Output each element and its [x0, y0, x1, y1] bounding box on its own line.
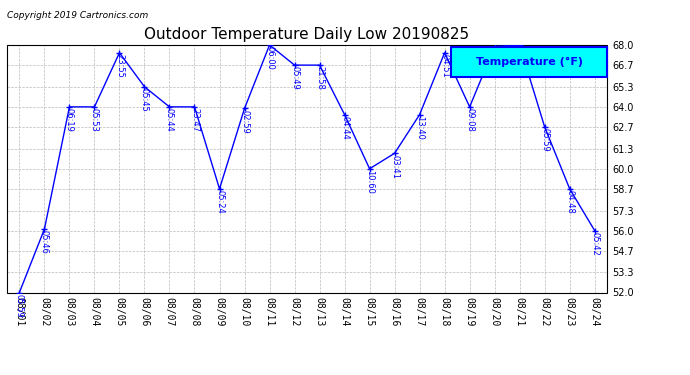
Text: 04:48: 04:48 — [565, 190, 574, 214]
Title: Outdoor Temperature Daily Low 20190825: Outdoor Temperature Daily Low 20190825 — [144, 27, 470, 42]
Text: 05:24: 05:24 — [215, 190, 224, 214]
Text: 04:44: 04:44 — [340, 116, 349, 140]
Text: 06:00: 06:00 — [265, 46, 274, 70]
Text: 03:41: 03:41 — [390, 154, 399, 178]
Text: 05:53: 05:53 — [90, 108, 99, 132]
Text: 09:08: 09:08 — [465, 108, 474, 132]
Text: Copyright 2019 Cartronics.com: Copyright 2019 Cartronics.com — [7, 11, 148, 20]
Text: Temperature (°F): Temperature (°F) — [475, 57, 582, 68]
Text: 21:58: 21:58 — [315, 66, 324, 90]
Text: 05:45: 05:45 — [140, 88, 149, 112]
Text: 10:60: 10:60 — [365, 170, 374, 194]
Text: 06:22: 06:22 — [490, 48, 499, 72]
Text: 05:46: 05:46 — [40, 231, 49, 254]
Text: 23:47: 23:47 — [190, 108, 199, 132]
Text: 05:42: 05:42 — [590, 232, 599, 256]
Text: 05:49: 05:49 — [290, 66, 299, 90]
Text: 04:51: 04:51 — [440, 54, 449, 78]
Text: 02:59: 02:59 — [240, 110, 249, 134]
Text: 05:59: 05:59 — [15, 294, 24, 318]
Text: 05:44: 05:44 — [165, 108, 174, 132]
Text: 13:40: 13:40 — [415, 116, 424, 140]
Text: 04:03: 04:03 — [515, 46, 524, 70]
Text: 06:19: 06:19 — [65, 108, 74, 132]
Text: 05:59: 05:59 — [540, 128, 549, 152]
Bar — [7, 45, 607, 292]
FancyBboxPatch shape — [451, 48, 607, 77]
Text: 23:55: 23:55 — [115, 54, 124, 78]
